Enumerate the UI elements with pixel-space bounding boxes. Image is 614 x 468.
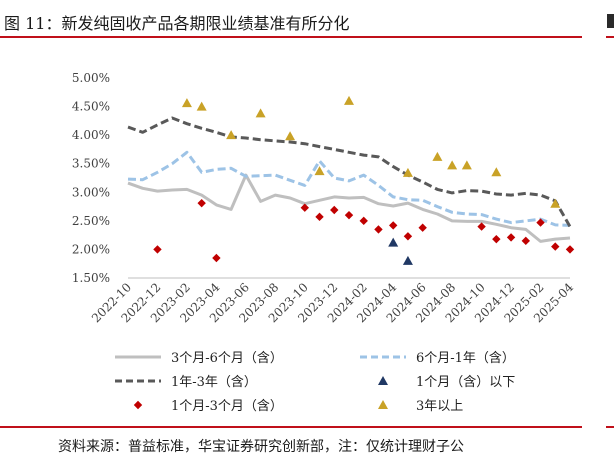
legend-swatch	[133, 400, 143, 410]
data-point	[330, 205, 339, 215]
data-point	[388, 237, 399, 247]
data-point	[418, 223, 427, 232]
data-point	[196, 101, 207, 111]
y-tick-label: 4.50%	[72, 100, 110, 114]
adjacent-figure-title-fragment	[607, 14, 614, 28]
series-line	[127, 150, 571, 227]
data-point	[432, 151, 443, 161]
data-point	[491, 167, 502, 177]
series-1	[127, 150, 571, 227]
legend-label: 3年以上	[416, 399, 463, 414]
figure-title: 图 11：新发纯固收产品各期限业绩基准有所分化	[4, 14, 350, 33]
data-point	[153, 245, 162, 254]
data-point	[344, 95, 354, 105]
data-point	[285, 131, 296, 141]
data-point	[255, 108, 266, 118]
data-point	[403, 232, 413, 241]
legend-item-4: 1个月-3个月（含）	[133, 398, 283, 414]
data-point	[300, 203, 309, 212]
series-4	[153, 198, 575, 263]
y-tick-label: 5.00%	[72, 71, 110, 85]
data-point	[197, 198, 206, 208]
data-point	[492, 234, 501, 244]
data-point	[181, 98, 192, 108]
legend-item-1: 6个月-1年（含）	[360, 350, 515, 366]
source-rule	[0, 426, 582, 428]
y-tick-label: 2.50%	[72, 214, 110, 228]
adjacent-figure-rule-top	[606, 36, 614, 38]
data-point	[226, 130, 237, 140]
data-point	[521, 236, 530, 246]
legend-label: 1个月（含）以下	[416, 374, 515, 390]
series-5	[181, 95, 561, 208]
data-point	[314, 166, 325, 176]
source-note: 资料来源：普益标准，华宝证券研究创新部，注：仅统计理财子公	[58, 439, 464, 455]
data-point	[506, 233, 516, 242]
data-point	[359, 216, 368, 226]
legend: 3个月-6个月（含） 6个月-1年（含） 1年-3年（含） 1个月（含）以下 1个月-3…	[115, 350, 515, 414]
series-3	[388, 237, 413, 265]
series-0	[127, 173, 571, 243]
y-tick-label: 3.00%	[72, 185, 110, 199]
y-tick-label: 2.00%	[72, 242, 110, 256]
legend-swatch	[378, 400, 388, 409]
legend-item-2: 1年-3年（含）	[115, 374, 257, 390]
data-point	[447, 160, 458, 170]
legend-label: 6个月-1年（含）	[416, 350, 515, 366]
data-point	[551, 242, 560, 251]
y-tick-label: 1.50%	[72, 271, 110, 285]
data-point	[536, 218, 545, 227]
series-2	[127, 116, 572, 228]
legend-swatch	[378, 376, 388, 385]
y-tick-label: 4.00%	[72, 128, 110, 142]
series-layer	[127, 95, 575, 265]
y-axis-ticks: 1.50% 2.00% 2.50% 3.00% 3.50% 4.00% 4.50% 5.00%	[72, 71, 110, 285]
series-line	[127, 173, 571, 243]
legend-item-0: 3个月-6个月（含）	[115, 350, 283, 366]
data-point	[374, 225, 383, 234]
data-point	[402, 255, 413, 265]
data-point	[565, 245, 575, 254]
data-point	[389, 221, 398, 230]
legend-item-5: 3年以上	[378, 399, 463, 414]
legend-label: 1个月-3个月（含）	[171, 398, 283, 414]
title-rule	[0, 36, 582, 38]
data-point	[402, 167, 413, 177]
data-point	[212, 253, 221, 263]
data-point	[550, 198, 561, 208]
x-axis-ticks: 2022-102022-122023-022023-042023-062023-…	[89, 280, 576, 325]
legend-item-3: 1个月（含）以下	[378, 374, 515, 390]
series-line	[127, 116, 572, 228]
data-point	[315, 212, 324, 222]
data-point	[461, 160, 472, 170]
adjacent-figure-rule-bottom	[606, 426, 614, 428]
data-point	[344, 210, 354, 220]
legend-label: 3个月-6个月（含）	[171, 350, 283, 366]
data-point	[477, 222, 486, 231]
y-tick-label: 3.50%	[72, 157, 110, 171]
legend-label: 1年-3年（含）	[171, 374, 257, 390]
